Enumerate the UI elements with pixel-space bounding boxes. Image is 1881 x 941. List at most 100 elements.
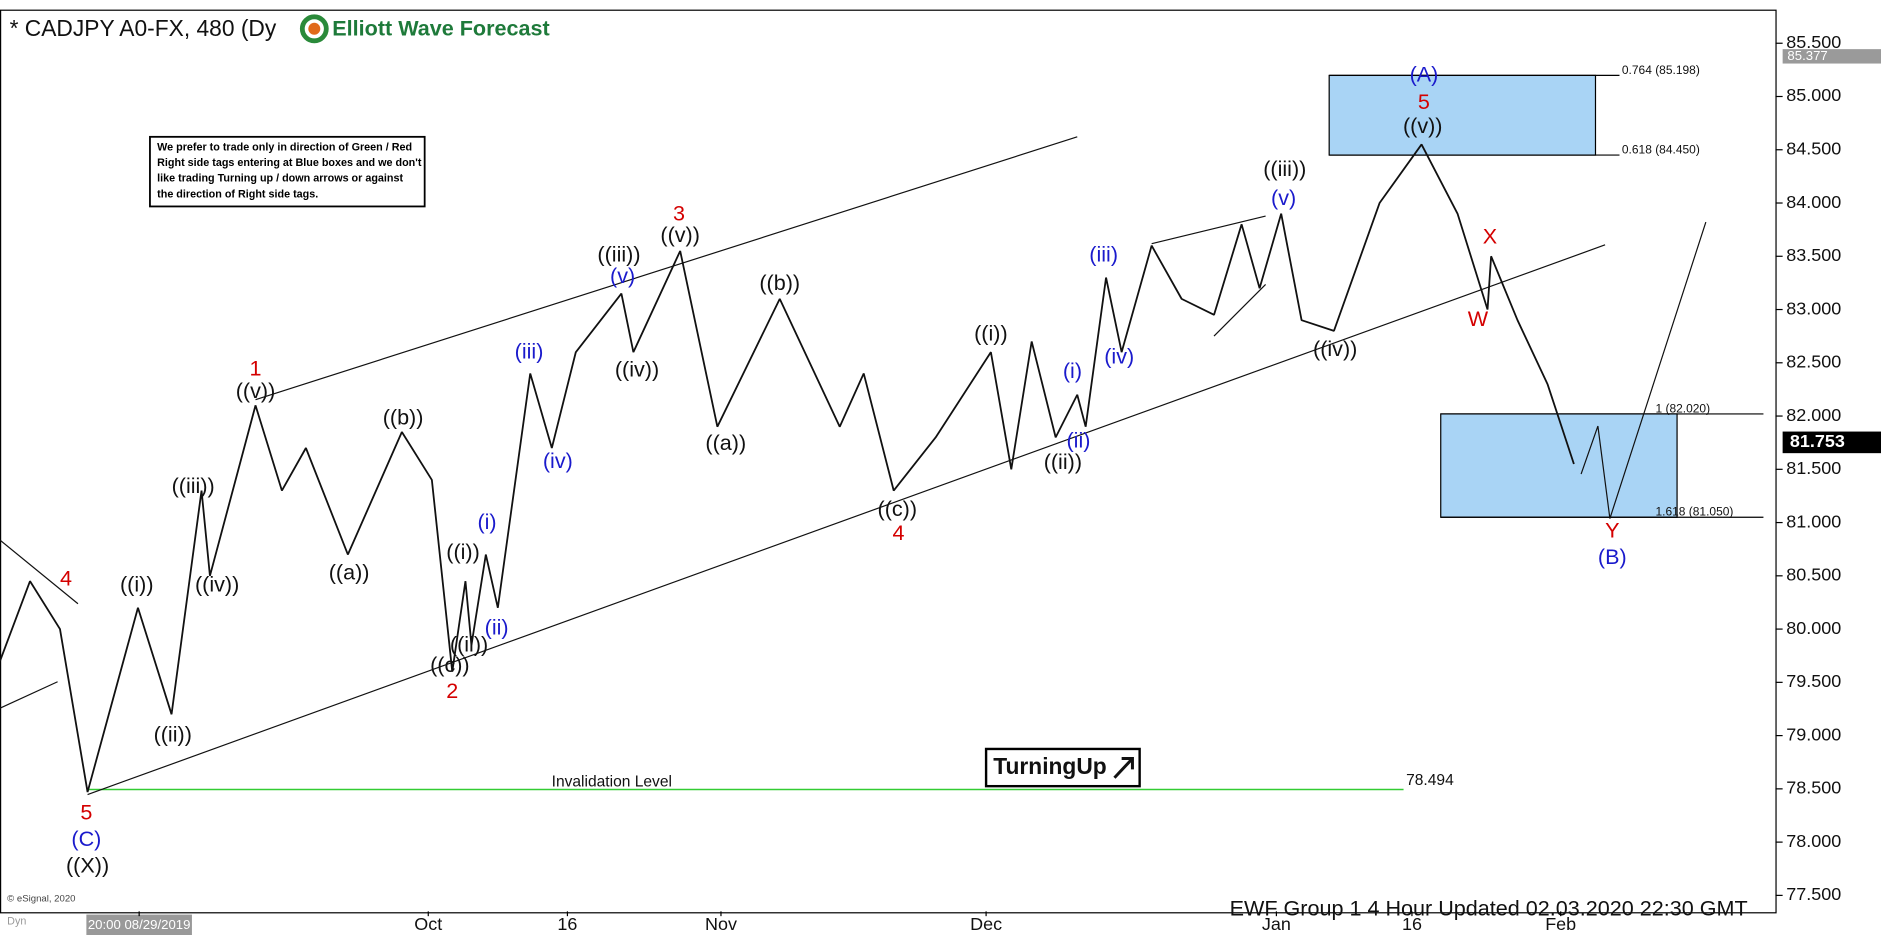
wave-label: 5: [80, 799, 92, 824]
wave-label: ((a)): [329, 559, 370, 584]
note-line: the direction of Right side tags.: [157, 188, 318, 200]
wave-label: ((ii)): [1044, 449, 1082, 474]
wave-label: (iv): [1104, 343, 1134, 368]
wave-label: ((i)): [446, 539, 480, 564]
wave-label: Y: [1605, 517, 1619, 542]
wave-label: ((c)): [878, 496, 918, 521]
badge-text: TurningUp: [993, 753, 1106, 779]
x-tick-label: Dec: [970, 914, 1002, 934]
wave-label: (iii): [515, 339, 544, 364]
wave-label: ((i)): [974, 321, 1008, 346]
y-tick-label: 80.000: [1786, 618, 1841, 638]
credit: © eSignal, 2020: [7, 894, 75, 905]
note-line: like trading Turning up / down arrows or…: [157, 173, 403, 185]
x-tick-label: Oct: [414, 914, 442, 934]
wave-label: (iv): [543, 448, 573, 473]
wave-label: 5: [1418, 89, 1430, 114]
fib-label: 0.618 (84.450): [1622, 142, 1700, 156]
x-tick-label: 16: [557, 914, 577, 934]
wave-label: ((iii)): [1263, 156, 1306, 181]
wave-label: ((iv)): [195, 571, 239, 596]
arrow-line: [1113, 757, 1134, 779]
plot-frame: [0, 9, 1777, 914]
x-tick-label: 16: [1402, 914, 1422, 934]
y-tick-label: 83.000: [1786, 298, 1841, 318]
wave-label: ((v)): [1403, 113, 1443, 138]
wave-label: (ii): [485, 615, 509, 640]
y-tick-label: 81.500: [1786, 458, 1841, 478]
triangle-line: [0, 681, 58, 709]
high-marker: 85.377: [1787, 48, 1827, 63]
y-tick-label: 84.000: [1786, 192, 1841, 212]
wave-label: ((c)): [430, 652, 470, 677]
logo: Elliott Wave Forecast: [299, 14, 550, 44]
wave-label: (ii): [1066, 427, 1090, 452]
wave-label: ((b)): [759, 270, 800, 295]
y-tick-label: 77.500: [1786, 884, 1841, 904]
y-tick-label: 85.500: [1786, 32, 1841, 52]
triangle-line: [1151, 215, 1266, 245]
logo-text: Elliott Wave Forecast: [332, 16, 549, 41]
x-tick-label: Jan: [1262, 914, 1291, 934]
logo-icon: [299, 14, 329, 44]
arrow-head: [1121, 757, 1134, 770]
wave-label: (iii): [1089, 241, 1118, 266]
y-tick-label: 79.000: [1786, 724, 1841, 744]
y-tick-label: 83.500: [1786, 245, 1841, 265]
high-marker-box: [1782, 49, 1881, 64]
wave-label: (v): [610, 263, 635, 288]
mode-label: Dyn: [7, 916, 26, 928]
fib-label: 1.618 (81.050): [1655, 505, 1733, 519]
chart-title: * CADJPY A0-FX, 480 (Dy: [10, 15, 277, 41]
x-tick-label: 20:00 08/29/2019: [88, 917, 191, 932]
triangle-line: [0, 539, 79, 605]
wave-label: ((ii)): [154, 721, 192, 746]
note-line: Right side tags entering at Blue boxes a…: [157, 157, 422, 169]
y-tick-label: 79.500: [1786, 671, 1841, 691]
last-price: 81.753: [1790, 431, 1845, 451]
wave-label: (B): [1598, 544, 1627, 569]
fib-zone: [1440, 413, 1678, 518]
triangle-line: [1213, 284, 1267, 337]
wave-label: 3: [673, 201, 685, 226]
y-tick-label: 85.000: [1786, 85, 1841, 105]
badge-arrow: [1113, 757, 1134, 779]
projection-path: [1580, 221, 1707, 519]
wave-label: ((iii)): [597, 241, 640, 266]
wave-label: ((X)): [66, 852, 109, 877]
x-tick-label: Nov: [705, 914, 737, 934]
wave-label: (i): [477, 509, 496, 534]
wave-label: 1: [250, 355, 262, 380]
wave-label: (i): [1063, 358, 1082, 383]
wave-label: ((b)): [383, 405, 424, 430]
y-tick-label: 81.000: [1786, 511, 1841, 531]
y-tick-label: 80.500: [1786, 565, 1841, 585]
badge-box: [984, 747, 1141, 788]
note-box: [149, 135, 426, 208]
fib-label: 0.764 (85.198): [1622, 63, 1700, 77]
footer: EWF Group 1 4 Hour Updated 02.03.2020 22…: [1230, 895, 1748, 920]
wave-label: 2: [446, 678, 458, 703]
last-price-box: [1782, 431, 1881, 454]
drawings: [0, 136, 1707, 796]
y-tick-label: 78.500: [1786, 778, 1841, 798]
x-tick-box: [86, 914, 192, 935]
y-tick-label: 82.500: [1786, 352, 1841, 372]
wave-label: ((iv)): [1313, 336, 1357, 361]
wave-label: (C): [71, 826, 101, 851]
wave-label: W: [1468, 306, 1489, 331]
channel-lower: [87, 244, 1606, 796]
wave-label: ((a)): [705, 430, 746, 455]
x-tick-label: Feb: [1545, 914, 1576, 934]
invalidation-value: 78.494: [1406, 772, 1454, 789]
y-tick-label: 78.000: [1786, 831, 1841, 851]
y-tick-label: 84.500: [1786, 139, 1841, 159]
wave-label: (A): [1410, 61, 1439, 86]
wave-label: ((ii)): [450, 631, 488, 656]
wave-label: ((iii)): [172, 473, 215, 498]
wave-label: ((v)): [236, 378, 276, 403]
wave-label: 4: [893, 520, 905, 545]
channel-upper: [255, 136, 1078, 401]
